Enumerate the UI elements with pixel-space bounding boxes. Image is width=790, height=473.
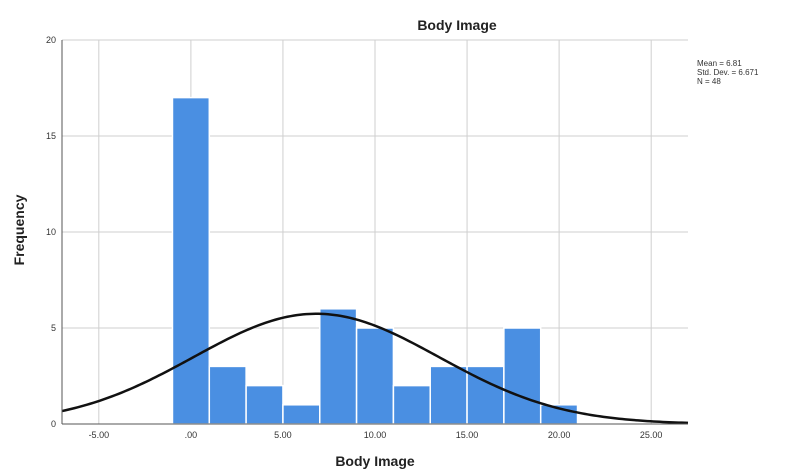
x-tick-label: 15.00 [456,430,479,440]
y-tick-label: 0 [51,419,56,429]
x-tick-label: .00 [185,430,198,440]
histogram-bar [503,327,542,425]
y-tick-label: 15 [46,131,56,141]
stats-std-dev: Std. Dev. = 6.671 [697,68,759,77]
histogram-bar [245,384,284,425]
x-tick-label: 5.00 [274,430,292,440]
histogram-bar [282,404,321,425]
x-tick-label: -5.00 [89,430,110,440]
stats-n: N = 48 [697,77,721,86]
y-axis-title: Frequency [11,194,27,265]
y-tick-labels: 0 5 10 15 20 [46,35,56,429]
histogram-bar [355,327,395,425]
histogram-bars [171,96,579,425]
y-tick-label: 5 [51,323,56,333]
stats-mean: Mean = 6.81 [697,59,742,68]
x-tick-labels: -5.00 .00 5.00 10.00 15.00 20.00 25.00 [89,430,663,440]
x-tick-label: 25.00 [640,430,663,440]
x-tick-label: 10.00 [364,430,387,440]
y-tick-label: 20 [46,35,56,45]
normal-curve [61,312,689,425]
histogram-bar [319,308,358,425]
x-tick-label: 20.00 [548,430,571,440]
histogram-bar [392,384,431,425]
histogram-bar [171,96,211,425]
histogram-bar [208,365,247,425]
histogram-bar [429,365,468,425]
x-axis-title: Body Image [335,453,415,469]
y-tick-label: 10 [46,227,56,237]
stats-box: Mean = 6.81 Std. Dev. = 6.671 N = 48 [697,59,759,86]
chart-title: Body Image [417,17,497,33]
